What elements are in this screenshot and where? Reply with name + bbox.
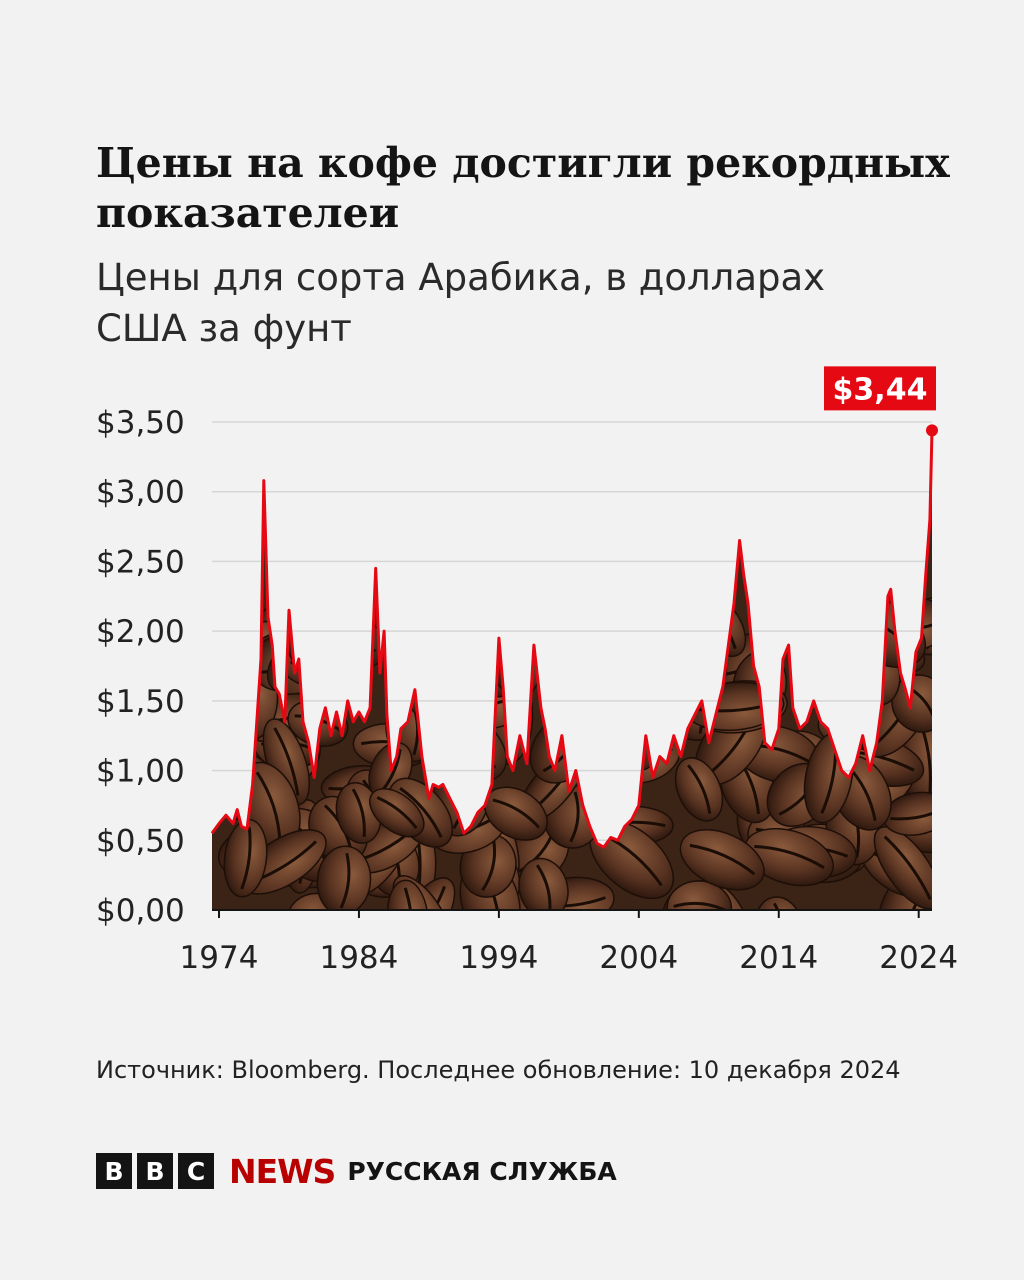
coffee-bean (754, 896, 804, 911)
coffee-bean (744, 827, 835, 887)
coffee-bean (305, 609, 351, 693)
coffee-bean (533, 612, 603, 664)
y-tick-label: $1,00 (96, 754, 185, 790)
y-tick-label: $0,00 (96, 893, 185, 929)
x-tick-label: 1994 (459, 940, 538, 976)
bbc-logo-letter-2: B (137, 1153, 173, 1189)
x-tick-label: 1984 (319, 940, 398, 976)
coffee-bean (212, 706, 258, 759)
coffee-bean (445, 628, 526, 672)
y-tick-label: $3,50 (96, 405, 185, 441)
coffee-bean (212, 690, 249, 748)
coffee-bean (518, 857, 569, 911)
price-line-chart: $0,00 $0,50 $1,00 $1,50 $2,00 $2,50 $3,00 $3,50… (96, 366, 959, 976)
chart-title: Цены на кофе достигли рекордных показате… (96, 139, 950, 237)
coffee-bean (679, 829, 765, 891)
x-tick-label: 2014 (739, 940, 818, 976)
source-note: Источник: Bloomberg. Последнее обновлени… (96, 1056, 901, 1084)
coffee-bean (579, 600, 643, 659)
coffee-bean (674, 757, 724, 822)
news-wordmark: NEWS (229, 1151, 336, 1191)
latest-price-dot (926, 424, 938, 437)
service-name: РУССКАЯ СЛУЖБА (347, 1156, 617, 1186)
coffee-bean-fill (212, 430, 932, 911)
bbc-logo-letter-3: C (178, 1153, 214, 1189)
x-tick-label: 2024 (879, 940, 958, 976)
axes (212, 909, 932, 918)
coffee-bean (580, 599, 622, 678)
coffee-bean (453, 638, 515, 698)
latest-price-label-text: $3,44 (833, 372, 928, 407)
x-tick-label: 2004 (599, 940, 678, 976)
coffee-bean (618, 633, 686, 685)
price-line (210, 430, 934, 849)
x-tick-label: 1974 (180, 940, 259, 976)
coffee-bean (400, 629, 446, 691)
coffee-bean (307, 581, 354, 664)
latest-price-label-bg (824, 366, 936, 411)
coffee-bean (397, 639, 447, 701)
coffee-bean (616, 686, 658, 771)
coffee-bean (223, 818, 268, 898)
y-tick-label: $2,50 (96, 544, 185, 580)
coffee-bean (873, 826, 932, 910)
bbc-news-russian-logo: B B C NEWS РУССКАЯ СЛУЖБА (96, 1151, 617, 1191)
coffee-bean (548, 599, 606, 693)
coffee-bean (247, 600, 307, 673)
latest-price-label: $3,44 (824, 366, 936, 411)
y-tick-labels: $0,00 $0,50 $1,00 $1,50 $2,00 $2,50 $3,00 $3,50 (96, 405, 185, 929)
coffee-bean (556, 598, 608, 668)
coffee-bean (386, 879, 429, 911)
coffee-bean (212, 631, 254, 693)
y-tick-label: $2,00 (96, 614, 185, 650)
coffee-bean (666, 880, 733, 911)
chart-subtitle: Цены для сорта Арабика, в долларах США з… (96, 256, 826, 350)
bbc-logo-letter-1: B (96, 1153, 132, 1189)
y-tick-label: $0,50 (96, 823, 185, 859)
coffee-bean (309, 635, 354, 701)
y-tick-label: $1,50 (96, 684, 185, 720)
coffee-bean (658, 597, 708, 651)
y-tick-label: $3,00 (96, 475, 185, 511)
coffee-bean (250, 635, 309, 692)
coffee-bean (812, 644, 871, 703)
coffee-bean (316, 845, 372, 911)
coffee-bean (456, 668, 527, 729)
x-tick-labels: 1974 1984 1994 2004 2014 2024 (180, 940, 959, 976)
coffee-bean (413, 631, 500, 677)
coffee-bean (281, 580, 322, 673)
coffee-bean (369, 788, 425, 838)
